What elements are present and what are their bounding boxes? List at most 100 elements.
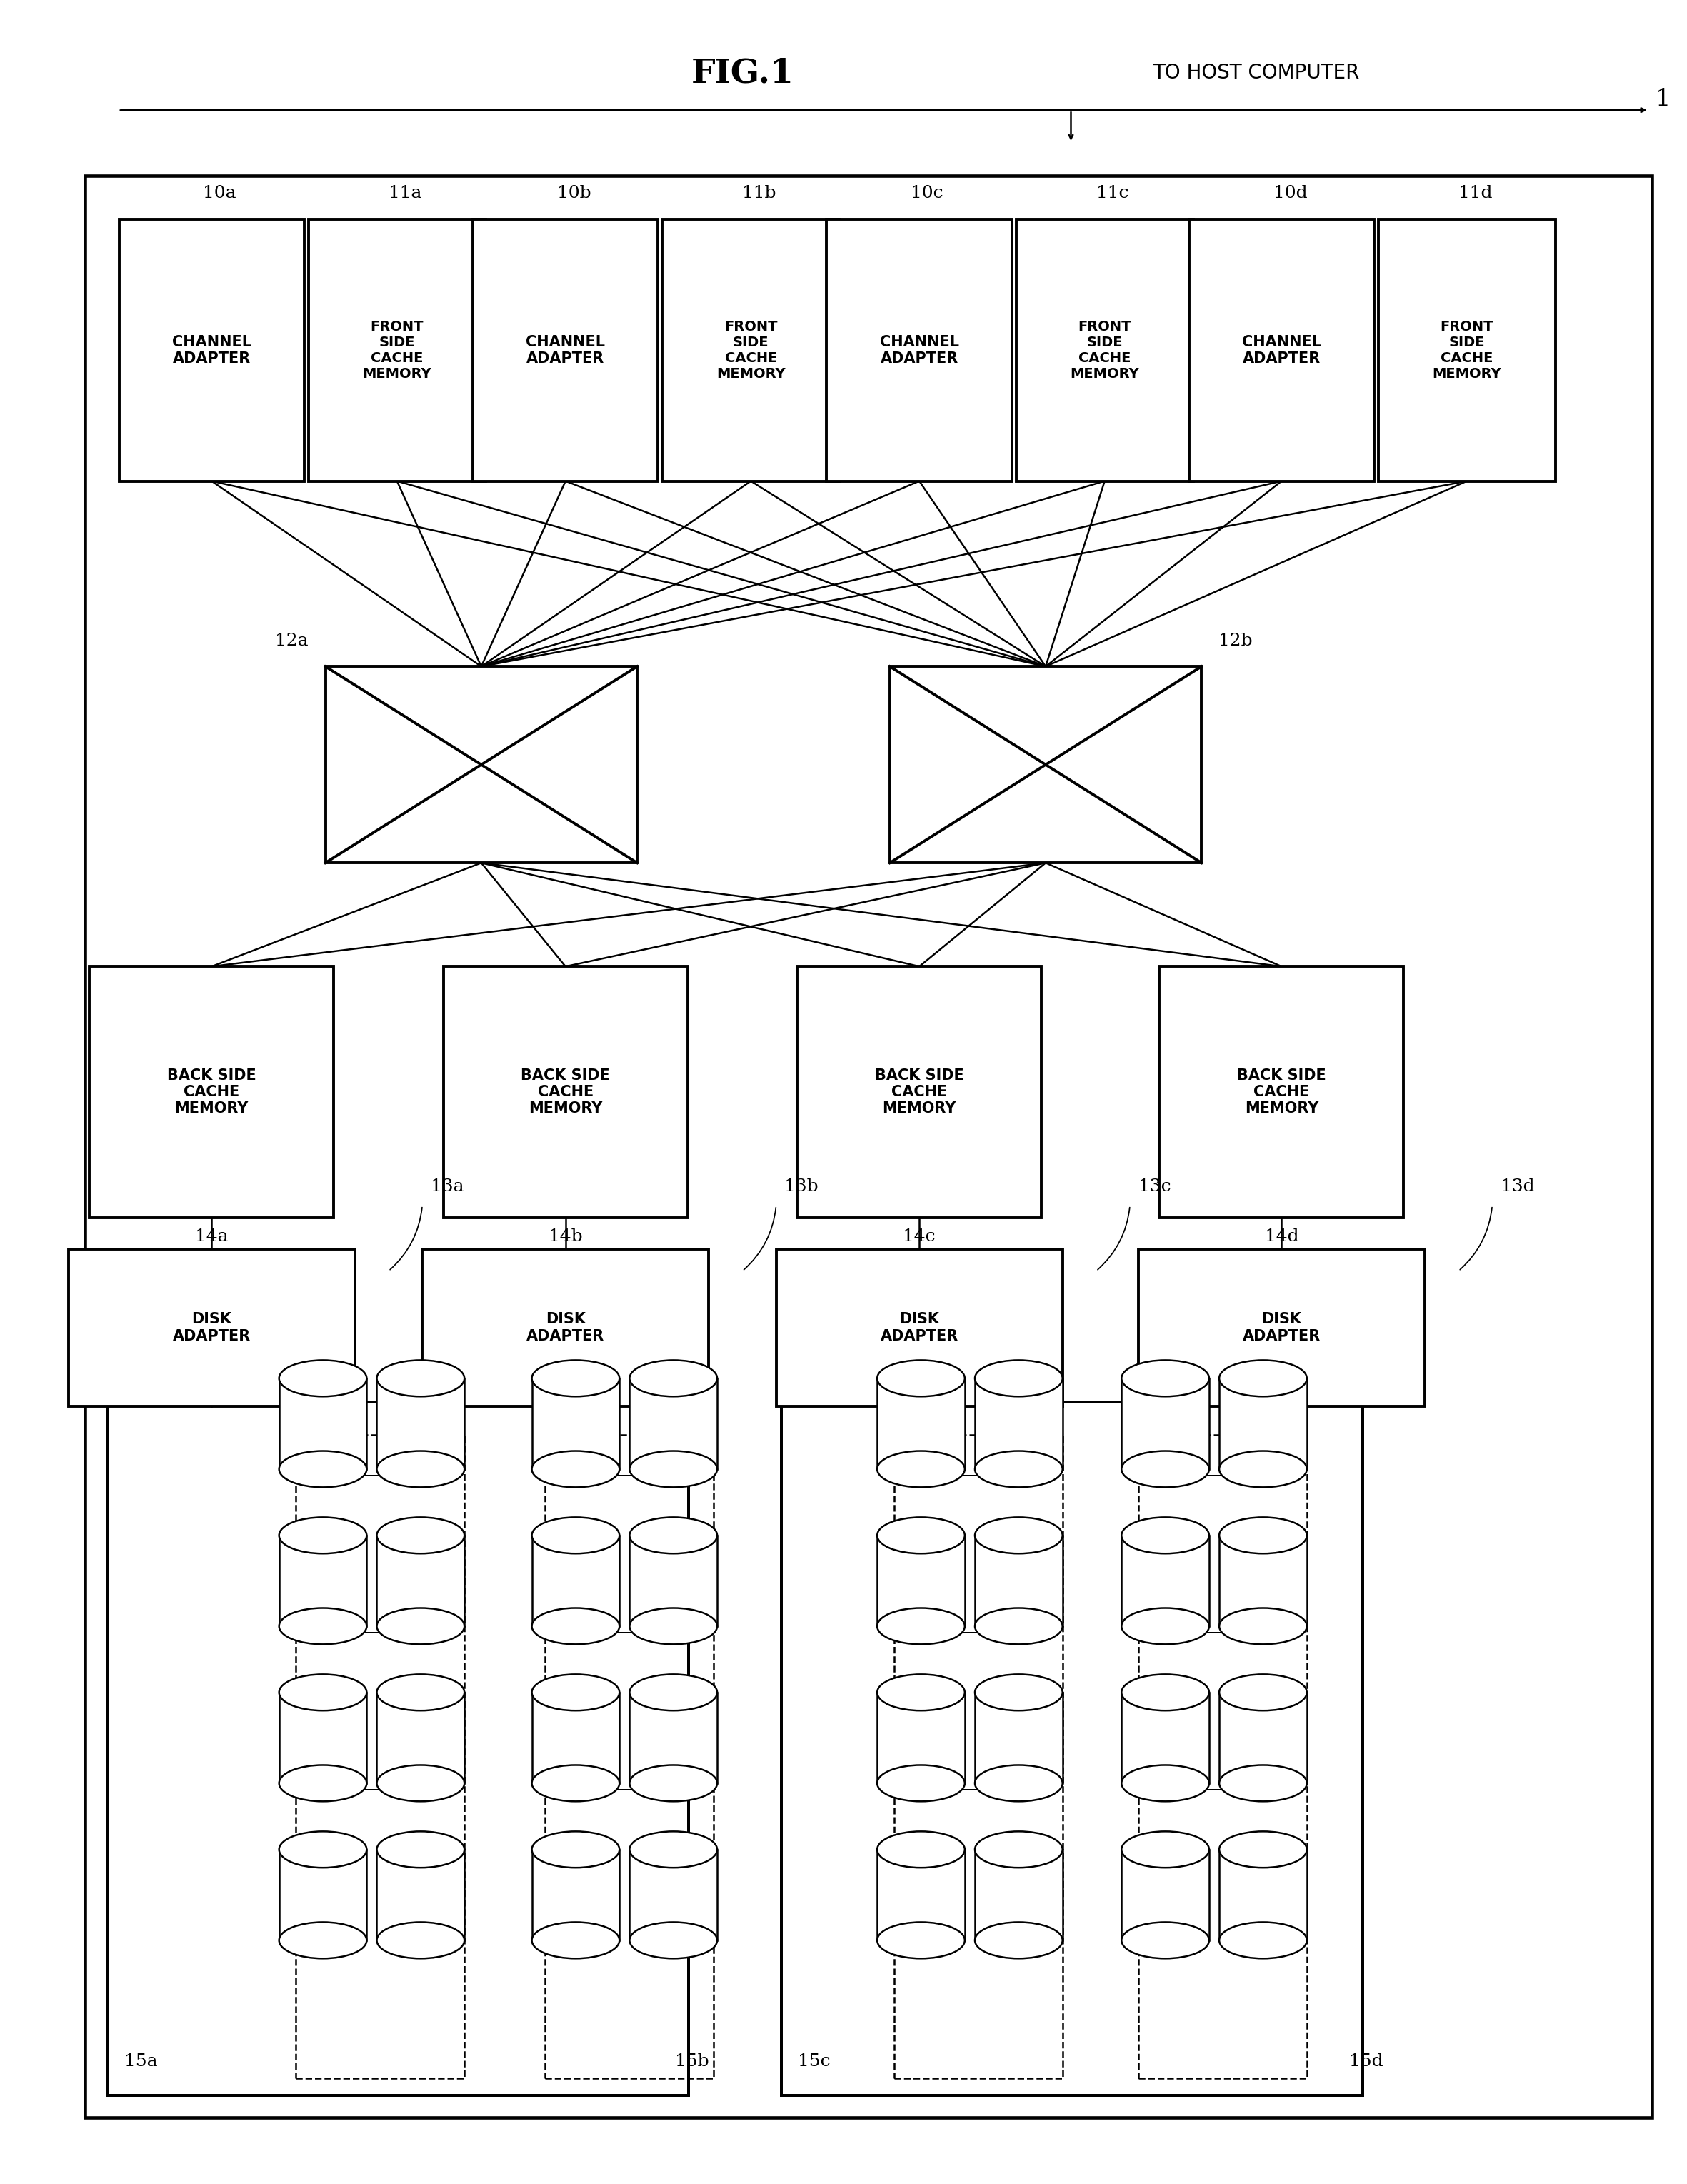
Bar: [531, 1850, 619, 1939]
Bar: [629, 1693, 717, 1784]
Ellipse shape: [531, 1518, 619, 1553]
Ellipse shape: [278, 1765, 366, 1802]
Text: CHANNEL
ADAPTER: CHANNEL ADAPTER: [879, 334, 958, 365]
Bar: [1220, 1535, 1307, 1627]
Bar: [798, 968, 1041, 1216]
Ellipse shape: [531, 1361, 619, 1396]
Ellipse shape: [278, 1675, 366, 1710]
Ellipse shape: [531, 1922, 619, 1959]
Text: TO HOST COMPUTER: TO HOST COMPUTER: [1152, 63, 1360, 83]
Ellipse shape: [531, 1832, 619, 1867]
Bar: [108, 1402, 688, 2097]
Ellipse shape: [1122, 1675, 1210, 1710]
Text: CHANNEL
ADAPTER: CHANNEL ADAPTER: [172, 334, 251, 365]
Ellipse shape: [1220, 1607, 1307, 1645]
Ellipse shape: [877, 1450, 965, 1487]
Bar: [1122, 1850, 1210, 1939]
Ellipse shape: [975, 1832, 1063, 1867]
Bar: [975, 1850, 1063, 1939]
Text: 10c: 10c: [911, 186, 943, 201]
Ellipse shape: [877, 1922, 965, 1959]
Ellipse shape: [278, 1607, 366, 1645]
Text: CHANNEL
ADAPTER: CHANNEL ADAPTER: [526, 334, 606, 365]
Text: 11a: 11a: [388, 186, 422, 201]
Ellipse shape: [975, 1450, 1063, 1487]
Ellipse shape: [531, 1675, 619, 1710]
Ellipse shape: [975, 1765, 1063, 1802]
Text: BACK SIDE
CACHE
MEMORY: BACK SIDE CACHE MEMORY: [521, 1068, 611, 1116]
Bar: [629, 1378, 717, 1470]
Bar: [1122, 1378, 1210, 1470]
Bar: [1220, 1378, 1307, 1470]
Ellipse shape: [975, 1518, 1063, 1553]
Ellipse shape: [629, 1765, 717, 1802]
Bar: [827, 218, 1012, 480]
Bar: [120, 218, 304, 480]
Bar: [781, 1402, 1363, 2097]
Bar: [877, 1378, 965, 1470]
Bar: [663, 218, 840, 480]
Ellipse shape: [877, 1675, 965, 1710]
Text: DISK
ADAPTER: DISK ADAPTER: [172, 1313, 251, 1343]
Bar: [326, 666, 638, 863]
Bar: [1189, 218, 1375, 480]
Bar: [278, 1693, 366, 1784]
Ellipse shape: [629, 1607, 717, 1645]
Text: 13b: 13b: [784, 1177, 818, 1195]
Bar: [1016, 218, 1193, 480]
Ellipse shape: [1122, 1765, 1210, 1802]
Bar: [376, 1378, 464, 1470]
Ellipse shape: [531, 1450, 619, 1487]
Ellipse shape: [877, 1361, 965, 1396]
Text: DISK
ADAPTER: DISK ADAPTER: [526, 1313, 604, 1343]
Bar: [1159, 968, 1404, 1216]
Text: BACK SIDE
CACHE
MEMORY: BACK SIDE CACHE MEMORY: [1237, 1068, 1326, 1116]
Ellipse shape: [376, 1607, 464, 1645]
Text: 10a: 10a: [202, 186, 236, 201]
Ellipse shape: [1220, 1450, 1307, 1487]
Ellipse shape: [975, 1361, 1063, 1396]
Ellipse shape: [531, 1607, 619, 1645]
Bar: [889, 666, 1201, 863]
Bar: [376, 1850, 464, 1939]
Ellipse shape: [376, 1361, 464, 1396]
Bar: [309, 218, 486, 480]
Ellipse shape: [278, 1450, 366, 1487]
Text: DISK
ADAPTER: DISK ADAPTER: [881, 1313, 958, 1343]
Text: 14a: 14a: [194, 1227, 228, 1245]
Ellipse shape: [1220, 1518, 1307, 1553]
Bar: [545, 1435, 714, 2079]
Ellipse shape: [531, 1765, 619, 1802]
Text: 10d: 10d: [1274, 186, 1307, 201]
Bar: [975, 1693, 1063, 1784]
Ellipse shape: [376, 1518, 464, 1553]
Bar: [975, 1378, 1063, 1470]
Text: FRONT
SIDE
CACHE
MEMORY: FRONT SIDE CACHE MEMORY: [1432, 319, 1501, 380]
Ellipse shape: [376, 1765, 464, 1802]
Text: 12a: 12a: [275, 633, 309, 649]
Bar: [69, 1249, 354, 1406]
Text: CHANNEL
ADAPTER: CHANNEL ADAPTER: [1242, 334, 1321, 365]
Ellipse shape: [376, 1832, 464, 1867]
Bar: [1378, 218, 1555, 480]
Ellipse shape: [1122, 1922, 1210, 1959]
Ellipse shape: [376, 1922, 464, 1959]
Bar: [531, 1378, 619, 1470]
Bar: [781, 1402, 1363, 2097]
Ellipse shape: [877, 1832, 965, 1867]
Bar: [629, 1535, 717, 1627]
Bar: [444, 968, 688, 1216]
Bar: [278, 1535, 366, 1627]
Text: 15d: 15d: [1350, 2053, 1383, 2070]
Ellipse shape: [1122, 1361, 1210, 1396]
Text: BACK SIDE
CACHE
MEMORY: BACK SIDE CACHE MEMORY: [167, 1068, 256, 1116]
Bar: [877, 1693, 965, 1784]
Ellipse shape: [975, 1922, 1063, 1959]
Ellipse shape: [975, 1675, 1063, 1710]
Ellipse shape: [376, 1450, 464, 1487]
Bar: [89, 968, 334, 1216]
Bar: [975, 1535, 1063, 1627]
Ellipse shape: [1122, 1518, 1210, 1553]
Text: 13d: 13d: [1501, 1177, 1535, 1195]
Bar: [295, 1435, 464, 2079]
